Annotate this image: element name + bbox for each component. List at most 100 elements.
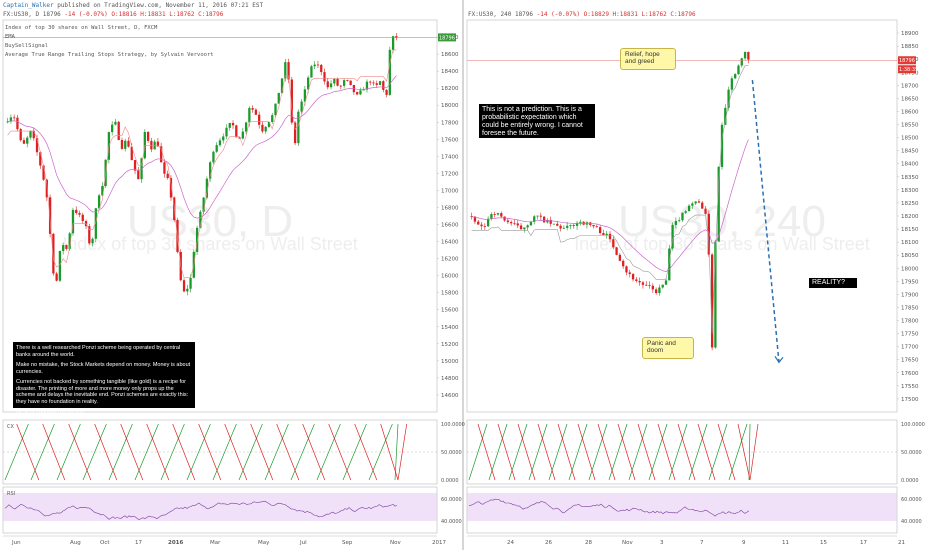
candle-body [523, 227, 526, 230]
candle-body [150, 140, 153, 150]
candle-body [124, 140, 127, 149]
osc-up-line [468, 423, 751, 481]
candle-body [91, 238, 94, 244]
candle-body [720, 124, 724, 167]
rsi-axis-label: 60.0000 [901, 497, 922, 503]
right-ohlc: O:18829 H:18831 L:18762 C:18796 [583, 11, 696, 18]
legend-item[interactable]: BuySellSignal [5, 43, 49, 49]
y-tick-label: 15000 [441, 359, 459, 365]
y-tick-label: 15800 [441, 291, 459, 297]
ema-line [471, 139, 749, 272]
legend-item[interactable]: EMA [5, 34, 15, 40]
candle-body [473, 216, 477, 222]
x-tick-label: May [258, 540, 270, 546]
candle-body [45, 179, 48, 198]
candle-body [316, 64, 320, 66]
note-paragraph: Make no mistake, the Stock Markets depen… [16, 362, 191, 375]
candle-body [62, 245, 65, 251]
y-tick-label: 17900 [901, 292, 919, 298]
candle-body [549, 219, 552, 224]
candle-body [231, 122, 235, 126]
candle-body [78, 213, 81, 215]
candle-body [486, 218, 490, 227]
candle-body [228, 122, 231, 128]
rsi-axis-label: 40.0000 [441, 519, 462, 525]
candle-body [730, 78, 734, 90]
candle-body [516, 223, 519, 226]
right-symbol[interactable]: FX:US30, 240 18796 [468, 11, 534, 18]
candle-body [264, 126, 267, 132]
y-tick-label: 18450 [901, 149, 919, 155]
candle-body [169, 178, 173, 198]
candle-body [277, 92, 280, 104]
prediction-arrowhead [774, 356, 784, 364]
candle-body [280, 78, 284, 93]
candle-body [641, 282, 645, 285]
candle-body [209, 162, 212, 179]
candle-body [143, 131, 146, 159]
y-tick-label: 18250 [901, 201, 919, 207]
candle-body [372, 82, 375, 84]
candle-body [313, 64, 316, 67]
y-tick-label: 18600 [441, 52, 459, 58]
rsi-pane-label: RSI [7, 491, 15, 497]
x-tick-label: Jun [11, 540, 21, 546]
ema-line [7, 75, 397, 219]
y-tick-label: 17800 [441, 120, 459, 126]
candle-body [26, 137, 29, 144]
y-tick-label: 17600 [441, 137, 459, 143]
candle-body [734, 74, 737, 79]
candle-body [303, 89, 307, 102]
candle-body [133, 160, 137, 171]
candle-body [101, 186, 104, 196]
candle-body [654, 289, 658, 294]
candle-body [19, 129, 22, 141]
x-tick-label: 21 [898, 540, 905, 546]
author-link[interactable]: Captain_Walker [3, 2, 54, 9]
osc-axis-label: 100.0000 [441, 422, 465, 428]
x-tick-label: Mar [210, 540, 221, 546]
left-symbol[interactable]: FX:US30, D 18796 [3, 11, 61, 18]
x-tick-label: Nov [622, 540, 633, 546]
candle-body [724, 107, 727, 125]
candle-body [714, 241, 717, 348]
candle-body [556, 223, 559, 226]
candle-body [681, 212, 684, 221]
candle-body [94, 208, 97, 239]
x-tick-label: 7 [700, 540, 704, 546]
y-tick-label: 17650 [901, 358, 919, 364]
watermark-symbol: US30, 240 [618, 197, 826, 246]
legend-item[interactable]: Index of top 30 shares on Wall Street, D… [5, 25, 158, 31]
candle-body [526, 225, 529, 228]
y-tick-label: 16200 [441, 257, 459, 263]
y-tick-label: 18100 [901, 240, 919, 246]
candle-body [52, 233, 55, 274]
watermark-symbol: US30, D [127, 197, 293, 246]
note-paragraph: Be very cautious my friends. [16, 409, 86, 415]
candle-body [701, 202, 704, 209]
candle-body [333, 78, 336, 84]
candle-body [513, 223, 516, 225]
candle-body [595, 226, 598, 228]
candle-body [385, 89, 388, 95]
y-tick-label: 14600 [441, 393, 459, 399]
candle-body [146, 131, 150, 141]
y-tick-label: 16600 [441, 223, 459, 229]
candle-body [137, 170, 140, 180]
rsi-axis-label: 40.0000 [901, 519, 922, 525]
y-tick-label: 17950 [901, 279, 919, 285]
note-paragraph: Currencies not backed by something tangi… [16, 379, 189, 405]
candle-body [326, 81, 329, 88]
candle-body [346, 80, 349, 81]
pane-frame [466, 486, 898, 534]
price-tag-label: 18796 [899, 58, 915, 64]
candle-body [747, 51, 750, 60]
candle-body [293, 122, 297, 144]
candle-body [75, 209, 78, 214]
candle-body [671, 224, 674, 249]
legend-item[interactable]: Average True Range Trailing Stops Strate… [5, 52, 214, 58]
candle-body [691, 203, 694, 206]
candle-body [320, 64, 323, 73]
candle-body [697, 201, 701, 203]
